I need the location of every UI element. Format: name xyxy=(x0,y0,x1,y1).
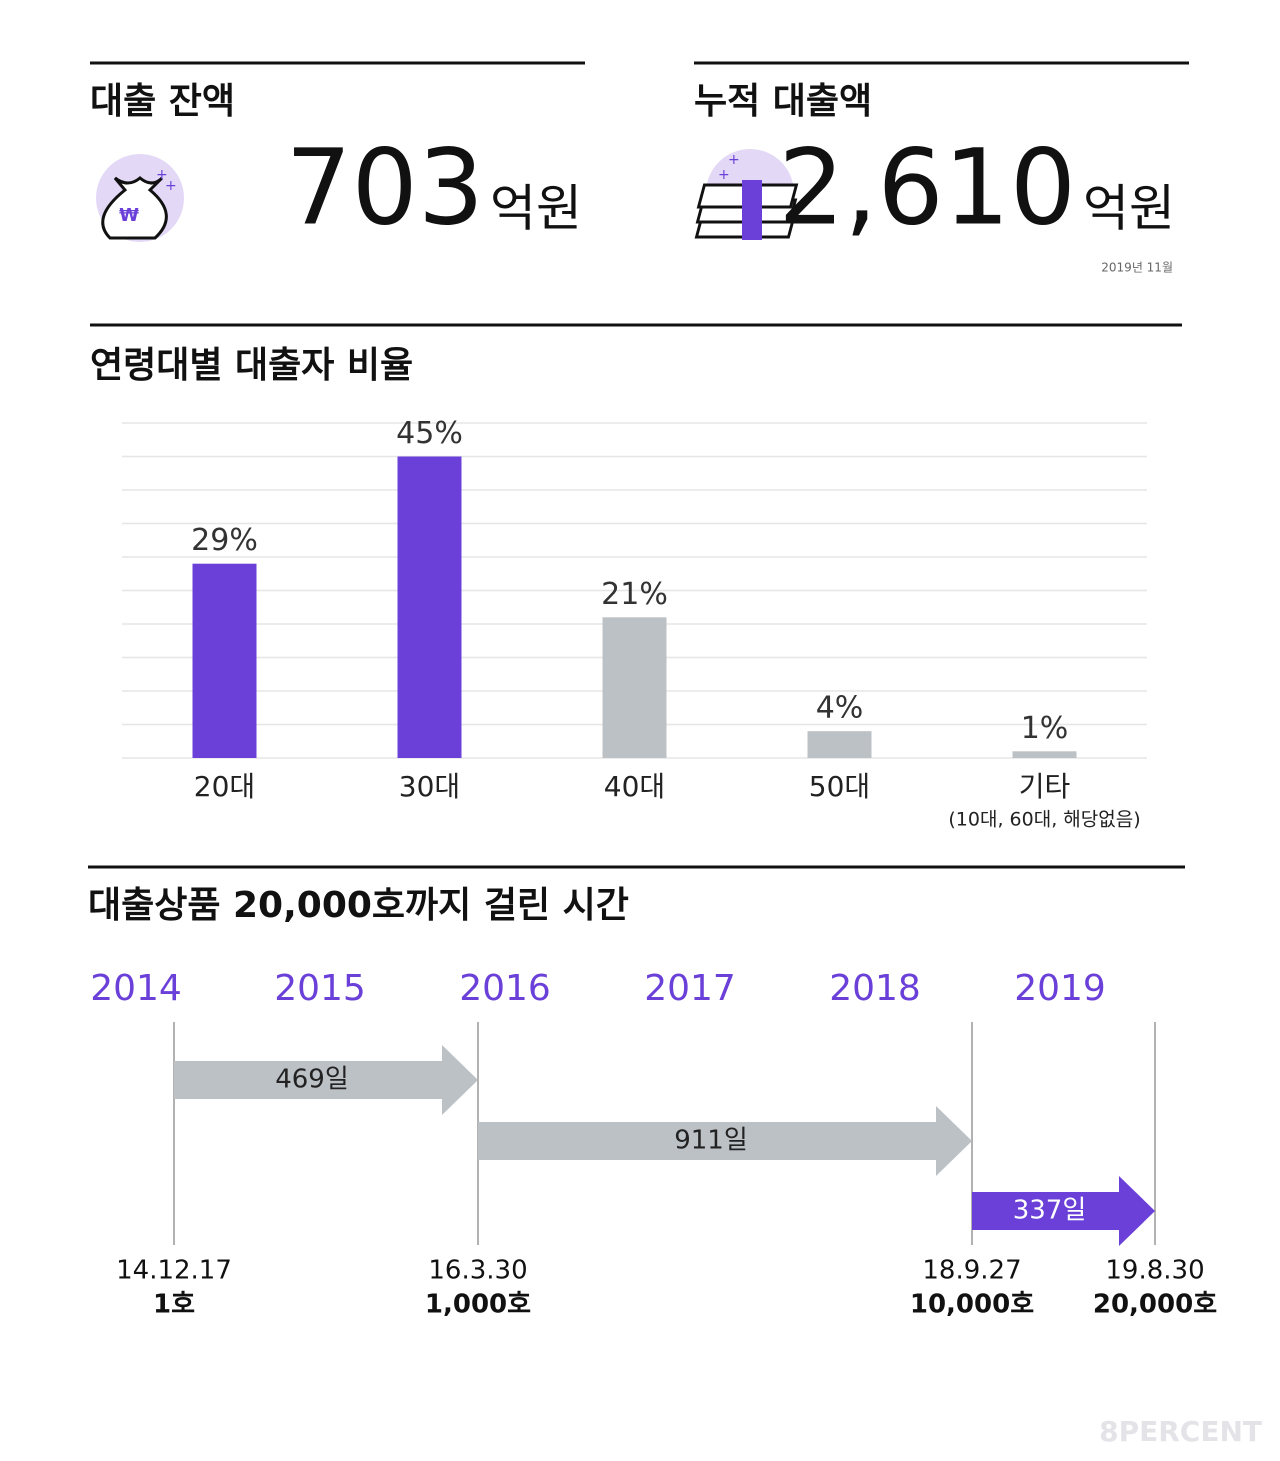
bills-icon: + + xyxy=(694,149,799,240)
svg-text:+: + xyxy=(728,152,740,168)
money-bag-icon: ₩ + + xyxy=(96,154,184,242)
milestone-date: 18.9.27 xyxy=(922,1256,1021,1286)
milestone-label: 20,000호 xyxy=(1093,1290,1217,1320)
stat-unit: 억원 xyxy=(1083,180,1175,238)
span-arrow xyxy=(174,1045,478,1115)
bar xyxy=(602,617,667,758)
value-label: 1% xyxy=(1021,711,1069,746)
year-label: 2017 xyxy=(644,968,736,1009)
milestone-label: 1호 xyxy=(153,1290,195,1320)
stat-note: 2019년 11월 xyxy=(1101,261,1173,275)
milestone-date: 14.12.17 xyxy=(116,1256,232,1286)
x-tick-label: 40대 xyxy=(604,770,665,803)
svg-text:₩: ₩ xyxy=(119,205,139,226)
bar xyxy=(807,731,872,758)
year-label: 2014 xyxy=(90,968,182,1009)
milestone-label: 10,000호 xyxy=(910,1290,1034,1320)
stat-value: 703 xyxy=(285,126,484,248)
stat-value: 2,610 xyxy=(778,126,1076,248)
stat-title: 누적 대출액 xyxy=(694,81,872,122)
category-note: (10대, 60대, 해당없음) xyxy=(948,809,1140,831)
milestone-date: 19.8.30 xyxy=(1105,1256,1204,1286)
value-label: 45% xyxy=(396,416,463,451)
bar xyxy=(397,456,462,758)
chart-title: 연령대별 대출자 비율 xyxy=(90,345,413,386)
value-label: 29% xyxy=(191,523,258,558)
bar xyxy=(192,563,257,758)
year-label: 2019 xyxy=(1014,968,1106,1009)
bar xyxy=(1012,751,1077,758)
span-arrow xyxy=(972,1176,1155,1246)
section-lines xyxy=(88,61,1189,869)
milestone-date: 16.3.30 xyxy=(428,1256,527,1286)
year-label: 2015 xyxy=(274,968,366,1009)
year-label: 2016 xyxy=(459,968,551,1009)
svg-text:+: + xyxy=(718,167,730,183)
value-label: 21% xyxy=(601,577,668,612)
svg-text:+: + xyxy=(156,167,168,183)
svg-text:+: + xyxy=(165,178,177,194)
span-label: 911일 xyxy=(674,1126,748,1156)
year-label: 2018 xyxy=(829,968,921,1009)
stat-unit: 억원 xyxy=(490,180,582,238)
stat-title: 대출 잔액 xyxy=(90,81,235,122)
timeline-title: 대출상품 20,000호까지 걸린 시간 xyxy=(88,885,629,926)
x-tick-label: 30대 xyxy=(399,770,460,803)
milestone-label: 1,000호 xyxy=(425,1290,531,1320)
footer-logo: 8PERCENT xyxy=(1099,1415,1262,1448)
x-tick-label: 50대 xyxy=(809,770,870,803)
value-label: 4% xyxy=(816,691,864,726)
x-tick-label: 20대 xyxy=(194,770,255,803)
span-label: 469일 xyxy=(275,1065,349,1095)
span-arrow xyxy=(478,1106,972,1176)
span-label: 337일 xyxy=(1013,1196,1087,1226)
x-tick-label: 기타 xyxy=(1019,770,1071,803)
